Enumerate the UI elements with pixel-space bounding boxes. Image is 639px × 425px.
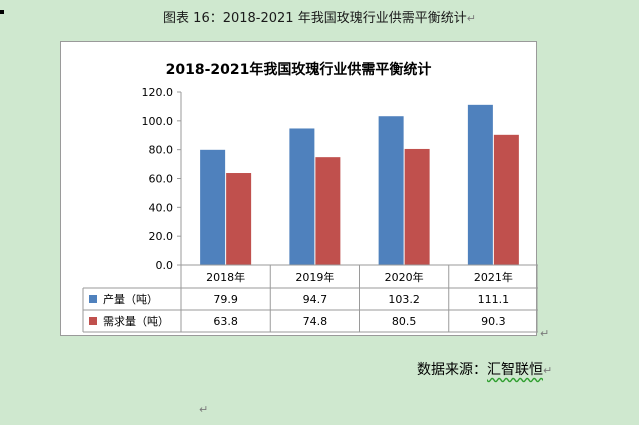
source-label: 数据来源： — [417, 362, 487, 378]
list-bullet — [0, 10, 4, 14]
chart-frame: 2018-2021年我国玫瑰行业供需平衡统计 0.0 20.0 40.0 60.0 80… — [60, 41, 538, 336]
x-category-label: 2018年 — [206, 270, 245, 284]
bar-production — [467, 104, 493, 265]
figure-caption: 图表 16：2018-2021 年我国玫瑰行业供需平衡统计↵ — [0, 7, 639, 26]
bar-demand — [404, 148, 430, 265]
y-tick-label: 0.0 — [156, 259, 174, 272]
chart-title: 2018-2021年我国玫瑰行业供需平衡统计 — [165, 62, 432, 78]
paragraph-mark: ↵ — [466, 12, 476, 25]
data-source: 数据来源：汇智联恒↵ — [417, 359, 552, 379]
table-value: 80.5 — [392, 315, 417, 328]
table-value: 94.7 — [303, 293, 328, 306]
bar-production — [378, 116, 404, 265]
bar-demand — [226, 173, 252, 265]
y-tick-label: 120.0 — [142, 86, 174, 99]
table-value: 111.1 — [478, 293, 510, 306]
legend-series-name: 需求量（吨） — [103, 315, 169, 328]
table-value: 103.2 — [388, 293, 420, 306]
table-value: 79.9 — [213, 293, 238, 306]
bar-production — [289, 128, 315, 265]
x-category-label: 2019年 — [295, 270, 334, 284]
y-tick-label: 80.0 — [149, 144, 174, 157]
table-value: 90.3 — [481, 315, 506, 328]
bar-demand — [315, 157, 341, 265]
paragraph-mark: ↵ — [543, 364, 553, 377]
paragraph-mark: ↵ — [540, 327, 550, 340]
y-tick-label: 60.0 — [149, 173, 174, 186]
legend-key — [89, 317, 97, 325]
caption-text: 图表 16：2018-2021 年我国玫瑰行业供需平衡统计 — [163, 11, 467, 26]
source-name: 汇智联恒 — [487, 362, 543, 378]
table-value: 74.8 — [303, 315, 328, 328]
y-tick-label: 40.0 — [149, 201, 174, 214]
x-category-label: 2021年 — [474, 270, 513, 284]
legend-key — [89, 295, 97, 303]
y-tick-label: 20.0 — [149, 230, 174, 243]
bar-production — [200, 149, 226, 265]
table-value: 63.8 — [213, 315, 238, 328]
bar-chart-with-data-table: 0.0 20.0 40.0 60.0 80.0 100.0 120.0 2018年 2019年 2… — [82, 86, 538, 333]
paragraph-mark: ↵ — [199, 403, 209, 416]
y-tick-label: 100.0 — [142, 115, 174, 128]
bar-demand — [493, 134, 519, 265]
x-category-label: 2020年 — [385, 270, 424, 284]
legend-series-name: 产量（吨） — [103, 292, 158, 306]
